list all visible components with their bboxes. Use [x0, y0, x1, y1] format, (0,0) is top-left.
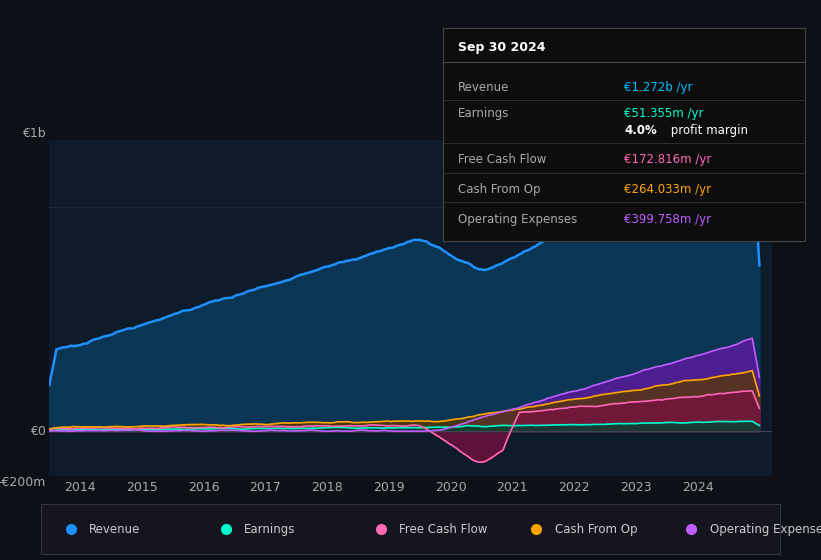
Text: €0: €0: [30, 424, 46, 438]
Text: Operating Expenses: Operating Expenses: [709, 522, 821, 536]
Text: -€200m: -€200m: [0, 476, 46, 489]
Text: Earnings: Earnings: [458, 106, 509, 120]
Text: Revenue: Revenue: [89, 522, 140, 536]
Text: Sep 30 2024: Sep 30 2024: [458, 41, 545, 54]
Text: Cash From Op: Cash From Op: [458, 183, 540, 196]
Text: Cash From Op: Cash From Op: [555, 522, 637, 536]
Text: 4.0%: 4.0%: [624, 124, 657, 137]
Text: €1.272b /yr: €1.272b /yr: [624, 81, 692, 94]
Text: Free Cash Flow: Free Cash Flow: [458, 153, 546, 166]
Text: €264.033m /yr: €264.033m /yr: [624, 183, 711, 196]
Text: €172.816m /yr: €172.816m /yr: [624, 153, 711, 166]
Text: profit margin: profit margin: [667, 124, 748, 137]
Text: €399.758m /yr: €399.758m /yr: [624, 213, 711, 226]
Text: Revenue: Revenue: [458, 81, 509, 94]
Text: Operating Expenses: Operating Expenses: [458, 213, 577, 226]
Text: €1b: €1b: [22, 127, 46, 140]
Text: Free Cash Flow: Free Cash Flow: [400, 522, 488, 536]
Text: €51.355m /yr: €51.355m /yr: [624, 106, 704, 120]
Text: Earnings: Earnings: [245, 522, 296, 536]
